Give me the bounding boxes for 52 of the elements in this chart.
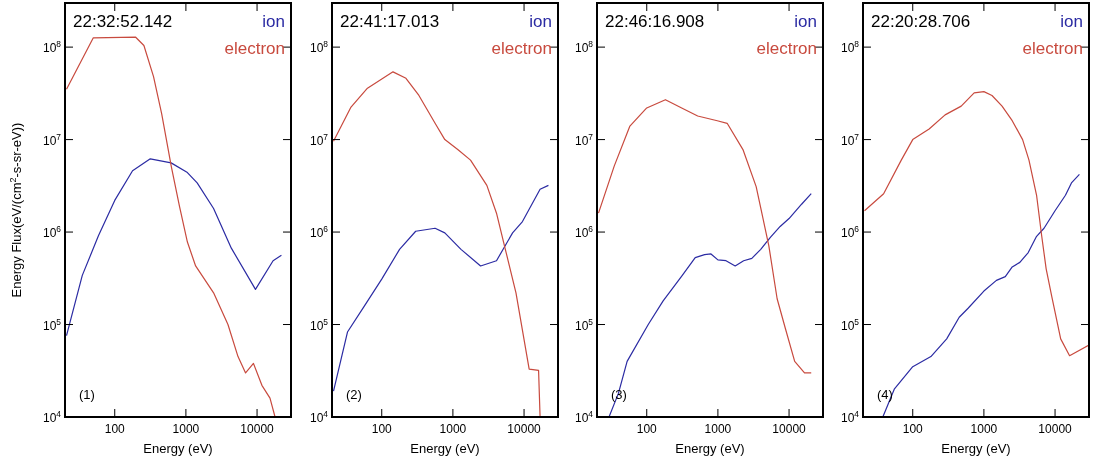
y-tick-label: 10$^{6}$ bbox=[309, 224, 329, 241]
y-tick-label: 10$^{5}$ bbox=[840, 316, 860, 333]
x-tick-label: 100 bbox=[371, 422, 393, 436]
annotation: (2) bbox=[346, 387, 362, 402]
text: ion bbox=[529, 12, 552, 31]
text: electron bbox=[491, 39, 552, 58]
x-tick-label: 100 bbox=[636, 422, 658, 436]
y-tick-label: 10$^{7}$ bbox=[42, 131, 62, 148]
y-tick-label: 10$^{8}$ bbox=[309, 39, 329, 56]
y-tick-label: 10$^{5}$ bbox=[574, 316, 594, 333]
x-tick-label: 10000 bbox=[240, 422, 275, 436]
y-tick-label: 10$^{8}$ bbox=[840, 39, 860, 56]
x-axis-title: Energy (eV) bbox=[143, 441, 213, 456]
x-axis-title: Energy (eV) bbox=[941, 441, 1011, 456]
x-tick-label: 100 bbox=[104, 422, 126, 436]
x-tick-label: 1000 bbox=[704, 422, 732, 436]
x-tick-label: 1000 bbox=[439, 422, 467, 436]
y-tick-label: 10$^{4}$ bbox=[42, 409, 62, 425]
y-tick-label: 10$^{5}$ bbox=[42, 316, 62, 333]
y-tick-label: 10$^{6}$ bbox=[840, 224, 860, 241]
y-tick-label: 10$^{5}$ bbox=[309, 316, 329, 333]
y-tick-label: 10$^{4}$ bbox=[309, 409, 329, 425]
annotation: (1) bbox=[79, 387, 95, 402]
text: ion bbox=[794, 12, 817, 31]
x-tick-label: 10000 bbox=[507, 422, 542, 436]
x-tick-label: 10000 bbox=[1038, 422, 1073, 436]
x-axis-title: Energy (eV) bbox=[675, 441, 745, 456]
text: electron bbox=[756, 39, 817, 58]
x-axis-title: Energy (eV) bbox=[410, 441, 480, 456]
x-tick-label: 1000 bbox=[970, 422, 998, 436]
x-tick-label: 10000 bbox=[772, 422, 807, 436]
y-tick-label: 10$^{6}$ bbox=[574, 224, 594, 241]
text: electron bbox=[1022, 39, 1083, 58]
y-tick-label: 10$^{4}$ bbox=[574, 409, 594, 425]
text: ion bbox=[1060, 12, 1083, 31]
text: 22:41:17.013 bbox=[340, 12, 440, 31]
y-tick-label: 10$^{8}$ bbox=[42, 39, 62, 56]
annotation: (3) bbox=[611, 387, 627, 402]
y-tick-label: 10$^{8}$ bbox=[574, 39, 594, 56]
text: 22:32:52.142 bbox=[73, 12, 173, 31]
y-tick-label: 10$^{7}$ bbox=[840, 131, 860, 148]
text: electron bbox=[224, 39, 285, 58]
x-tick-label: 100 bbox=[902, 422, 924, 436]
y-tick-label: 10$^{7}$ bbox=[309, 131, 329, 148]
x-tick-label: 1000 bbox=[172, 422, 200, 436]
text: ion bbox=[262, 12, 285, 31]
text: 22:46:16.908 bbox=[605, 12, 705, 31]
annotation: (4) bbox=[877, 387, 893, 402]
y-tick-label: 10$^{6}$ bbox=[42, 224, 62, 241]
text: 22:20:28.706 bbox=[871, 12, 971, 31]
y-tick-label: 10$^{7}$ bbox=[574, 131, 594, 148]
y-tick-label: 10$^{4}$ bbox=[840, 409, 860, 425]
